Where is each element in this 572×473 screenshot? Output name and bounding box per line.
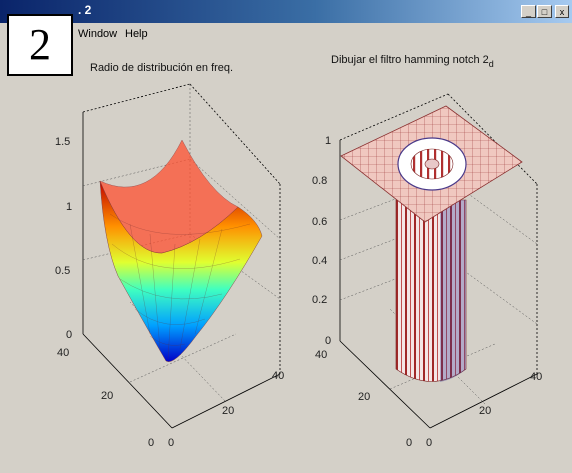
y-tick-label: 20 bbox=[358, 391, 370, 403]
z-tick-label: 0.6 bbox=[312, 216, 327, 228]
y-tick-label: 40 bbox=[315, 349, 327, 361]
axes-box-left bbox=[82, 83, 281, 429]
z-tick-label: 1 bbox=[325, 135, 331, 147]
figure-number-badge: 2 bbox=[7, 14, 73, 76]
title-bar[interactable]: . 2 _ □ x bbox=[0, 0, 572, 23]
y-tick-label: 40 bbox=[57, 347, 69, 359]
x-tick-label: 40 bbox=[530, 371, 542, 383]
y-ticks-left: 40 20 0 bbox=[57, 347, 154, 449]
z-tick-label: 0.2 bbox=[312, 294, 327, 306]
close-button[interactable]: x bbox=[555, 5, 569, 18]
menu-item-help[interactable]: Help bbox=[125, 28, 148, 40]
z-tick-label: 1.5 bbox=[55, 136, 70, 148]
x-tick-label: 0 bbox=[426, 437, 432, 449]
window-title: . 2 bbox=[78, 3, 92, 17]
maximize-icon: □ bbox=[541, 7, 548, 17]
maximize-button[interactable]: □ bbox=[537, 5, 552, 18]
z-ticks-left: 1.5 1 0.5 0 bbox=[55, 136, 72, 341]
axes-box-right bbox=[339, 93, 538, 429]
y-tick-label: 20 bbox=[101, 390, 113, 402]
figure-canvas: Radio de distribución en freq. 1.5 1 bbox=[55, 54, 542, 449]
x-ticks-left: 0 20 40 bbox=[168, 370, 284, 449]
y-ticks-right: 40 20 0 bbox=[315, 349, 412, 449]
close-icon: x bbox=[559, 7, 565, 17]
cylinder-shade bbox=[440, 200, 466, 382]
menu-bar: Window Help bbox=[0, 23, 572, 44]
chart-title-left: Radio de distribución en freq. bbox=[90, 62, 233, 74]
x-tick-label: 20 bbox=[222, 405, 234, 417]
menu-item-window[interactable]: Window bbox=[78, 28, 118, 40]
chart-title-right: Dibujar el filtro hamming notch 2d bbox=[331, 54, 494, 69]
z-tick-label: 0 bbox=[325, 335, 331, 347]
z-tick-label: 0.4 bbox=[312, 255, 327, 267]
surface-left-peak bbox=[99, 139, 239, 254]
z-tick-label: 0 bbox=[66, 329, 72, 341]
axes-right: Dibujar el filtro hamming notch 2d 1 bbox=[312, 54, 542, 449]
surface-left-mesh bbox=[109, 213, 251, 360]
x-tick-label: 0 bbox=[168, 437, 174, 449]
z-tick-label: 1 bbox=[66, 201, 72, 213]
minimize-icon: _ bbox=[525, 7, 531, 17]
z-ticks-right: 1 0.8 0.6 0.4 0.2 0 bbox=[312, 135, 331, 347]
axes-left: Radio de distribución en freq. 1.5 1 bbox=[55, 62, 284, 449]
cylinder-body bbox=[395, 199, 467, 382]
x-tick-label: 40 bbox=[272, 370, 284, 382]
x-tick-label: 20 bbox=[479, 405, 491, 417]
y-tick-label: 0 bbox=[406, 437, 412, 449]
notch-center bbox=[424, 158, 440, 170]
y-tick-label: 0 bbox=[148, 437, 154, 449]
x-ticks-right: 0 20 40 bbox=[426, 371, 542, 449]
minimize-button[interactable]: _ bbox=[521, 5, 536, 18]
z-tick-label: 0.8 bbox=[312, 175, 327, 187]
z-tick-label: 0.5 bbox=[55, 265, 70, 277]
